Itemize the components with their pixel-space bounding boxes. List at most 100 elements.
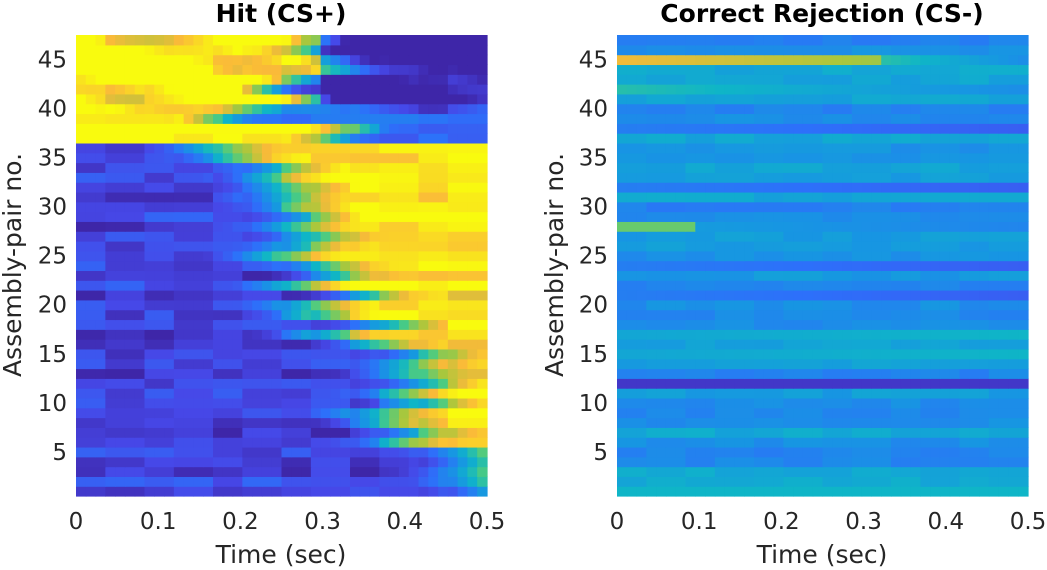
- heatmap-cell: [291, 368, 302, 379]
- heatmap-cell: [998, 397, 1010, 409]
- heatmap-cell: [734, 358, 745, 370]
- heatmap-cell: [213, 319, 224, 330]
- heatmap-cell: [988, 54, 1000, 66]
- heatmap-cell: [802, 44, 814, 56]
- heatmap-cell: [763, 358, 775, 370]
- heatmap-cell: [705, 378, 716, 389]
- heatmap-cell: [842, 417, 853, 428]
- heatmap-cell: [105, 84, 116, 95]
- heatmap-cell: [144, 240, 155, 252]
- heatmap-cell: [183, 329, 195, 340]
- heatmap-cell: [773, 339, 784, 350]
- heatmap-cell: [656, 388, 667, 399]
- heatmap-cell: [164, 240, 175, 252]
- heatmap-cell: [646, 486, 657, 497]
- heatmap-cell: [724, 162, 736, 173]
- heatmap-cell: [754, 280, 765, 291]
- heatmap-cell: [408, 417, 420, 428]
- heatmap-cell: [203, 437, 214, 448]
- heatmap-cell: [910, 152, 921, 164]
- heatmap-cell: [783, 270, 794, 281]
- heatmap-cell: [1008, 437, 1019, 448]
- heatmap-cell: [910, 103, 921, 115]
- heatmap-cell: [398, 44, 410, 56]
- heatmap-cell: [881, 427, 892, 438]
- heatmap-cell: [359, 358, 371, 370]
- heatmap-cell: [812, 476, 824, 487]
- heatmap-cell: [1018, 64, 1029, 75]
- heatmap-cell: [1018, 93, 1029, 105]
- heatmap-cell: [85, 280, 97, 291]
- heatmap-cell: [861, 290, 873, 301]
- heatmap-cell: [320, 476, 332, 487]
- heatmap-cell: [763, 290, 775, 301]
- heatmap-cell: [861, 172, 873, 183]
- heatmap-cell: [95, 35, 106, 46]
- heatmap-cell: [656, 407, 667, 419]
- heatmap-cell: [626, 64, 638, 75]
- heatmap-cell: [842, 93, 853, 105]
- heatmap-cell: [320, 290, 332, 301]
- heatmap-cell: [389, 329, 400, 340]
- heatmap-cell: [183, 397, 195, 409]
- heatmap-cell: [802, 290, 814, 301]
- heatmap-cell: [636, 378, 647, 389]
- heatmap-cell: [164, 486, 175, 497]
- heatmap-cell: [861, 456, 873, 468]
- heatmap-cell: [144, 250, 155, 262]
- heatmap-cell: [930, 211, 941, 222]
- heatmap-cell: [144, 152, 155, 164]
- heatmap-cell: [261, 84, 273, 95]
- heatmap-cell: [881, 182, 892, 193]
- heatmap-cell: [398, 74, 410, 85]
- heatmap-cell: [320, 191, 332, 203]
- heatmap-cell: [900, 250, 912, 262]
- heatmap-cell: [144, 417, 155, 428]
- heatmap-cell: [900, 339, 912, 350]
- heatmap-cell: [281, 201, 292, 213]
- heatmap-cell: [861, 74, 873, 85]
- y-tick-label: 5: [52, 440, 67, 466]
- heatmap-cell: [389, 446, 400, 458]
- heatmap-cell: [910, 486, 921, 497]
- heatmap-cell: [350, 329, 361, 340]
- heatmap-cell: [232, 388, 243, 399]
- heatmap-cell: [183, 64, 195, 75]
- heatmap-cell: [447, 93, 459, 105]
- heatmap-cell: [685, 466, 696, 477]
- heatmap-cell: [714, 74, 726, 85]
- heatmap-cell: [861, 84, 873, 95]
- heatmap-cell: [203, 231, 214, 242]
- heatmap-cell: [291, 299, 302, 311]
- heatmap-cell: [183, 152, 195, 164]
- heatmap-cell: [636, 397, 647, 409]
- heatmap-cell: [261, 348, 273, 360]
- heatmap-cell: [1018, 201, 1029, 213]
- heatmap-cell: [428, 466, 439, 477]
- heatmap-cell: [1008, 93, 1019, 105]
- heatmap-cell: [949, 152, 961, 164]
- heatmap-cell: [636, 486, 647, 497]
- heatmap-cell: [832, 270, 843, 281]
- heatmap-cell: [369, 260, 380, 272]
- heatmap-cell: [389, 35, 400, 46]
- heatmap-cell: [734, 74, 745, 85]
- heatmap-cell: [744, 211, 755, 222]
- heatmap-cell: [232, 172, 243, 183]
- heatmap-cell: [930, 221, 941, 232]
- heatmap-cell: [350, 388, 361, 399]
- heatmap-cell: [754, 182, 765, 193]
- heatmap-cell: [1008, 240, 1019, 252]
- heatmap-cell: [636, 93, 647, 105]
- heatmap-cell: [232, 417, 243, 428]
- heatmap-cell: [685, 133, 696, 144]
- heatmap-cell: [164, 456, 175, 468]
- heatmap-cell: [930, 103, 941, 115]
- heatmap-cell: [910, 358, 921, 370]
- heatmap-cell: [124, 397, 136, 409]
- heatmap-cell: [656, 191, 667, 203]
- heatmap-cell: [900, 84, 912, 95]
- heatmap-cell: [979, 64, 990, 75]
- heatmap-cell: [144, 299, 155, 311]
